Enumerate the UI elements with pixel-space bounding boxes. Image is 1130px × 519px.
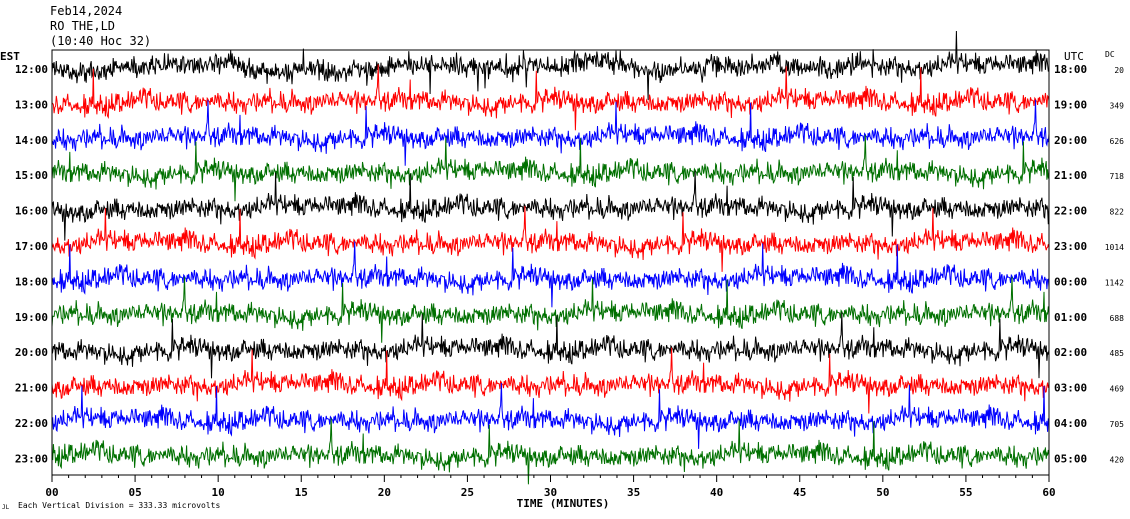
est-hour-label: 18:00 [15,275,48,288]
trace-row-1500 [51,135,1050,202]
trace-row-2200 [51,382,1050,449]
y-axis-label-utc: UTC [1064,50,1084,63]
trace-row-1900 [51,276,1050,343]
trace-row-2000 [51,312,1050,379]
est-hour-label: 17:00 [15,240,48,253]
x-tick-label: 20 [378,486,391,499]
x-axis-label: TIME (MINUTES) [517,497,610,510]
x-tick-label: 40 [710,486,723,499]
trace-row-2300 [51,418,1050,485]
x-tick-label: 55 [959,486,972,499]
x-tick-label: 45 [793,486,806,499]
dc-value-label: 688 [1110,314,1125,323]
dc-value-label: 1142 [1105,278,1124,287]
x-tick-label: 15 [295,486,308,499]
x-tick-label: 25 [461,486,474,499]
x-tick-label: 05 [128,486,141,499]
x-tick-label: 00 [45,486,58,499]
dc-value-label: 469 [1110,385,1125,394]
est-hour-label: 20:00 [15,346,48,359]
utc-hour-label: 20:00 [1054,134,1087,147]
utc-hour-label: 22:00 [1054,205,1087,218]
dc-value-label: 20 [1114,66,1124,75]
y-axis-label-est: EST [0,50,20,63]
x-tick-label: 50 [876,486,889,499]
dc-column-label: DC [1105,50,1115,59]
trace-row-2100 [51,347,1050,414]
corner-mark: JL [2,504,10,511]
utc-hour-label: 02:00 [1054,346,1087,359]
date-label: Feb14,2024 [50,4,123,18]
utc-hour-label: 05:00 [1054,452,1087,465]
utc-hour-label: 01:00 [1054,311,1087,324]
dc-value-label: 705 [1110,420,1125,429]
utc-hour-label: 21:00 [1054,169,1087,182]
est-hour-label: 15:00 [15,169,48,182]
est-hour-label: 23:00 [15,452,48,465]
row-labels: 12:00 18:00 20 13:00 19:00 349 14:00 20:00 626 15… [15,63,1124,465]
dc-value-label: 718 [1110,172,1125,181]
trace-row-1300 [51,64,1050,131]
utc-hour-label: 18:00 [1054,63,1087,76]
utc-hour-label: 23:00 [1054,240,1087,253]
trace-row-1800 [51,241,1050,308]
scale-note: (10:40 Hoc 32) [50,34,152,48]
vertical-division-note: Each Vertical Division = 333.33 microvol… [18,501,221,510]
seismic-traces [51,30,1050,485]
trace-row-1200 [51,30,1049,101]
utc-hour-label: 03:00 [1054,382,1087,395]
dc-value-label: 822 [1110,208,1125,217]
trace-row-1600 [51,170,1050,241]
dc-value-label: 626 [1110,137,1125,146]
utc-hour-label: 00:00 [1054,275,1087,288]
trace-row-1400 [51,99,1050,166]
x-tick-label: 60 [1042,486,1055,499]
est-hour-label: 22:00 [15,417,48,430]
x-tick-label: 10 [212,486,225,499]
x-tick-label: 30 [544,486,557,499]
x-axis-ticks: 00 05 10 15 20 25 30 35 40 45 50 55 60 [45,475,1056,499]
est-hour-label: 16:00 [15,205,48,218]
dc-value-label: 349 [1110,101,1125,110]
est-hour-label: 19:00 [15,311,48,324]
dc-value-label: 1014 [1105,243,1124,252]
est-hour-label: 21:00 [15,382,48,395]
plot-frame [51,49,1050,476]
utc-hour-label: 19:00 [1054,98,1087,111]
dc-value-label: 485 [1110,349,1125,358]
dc-value-label: 420 [1110,455,1125,464]
trace-row-1700 [51,205,1050,272]
est-hour-label: 13:00 [15,98,48,111]
est-hour-label: 14:00 [15,134,48,147]
est-hour-label: 12:00 [15,63,48,76]
utc-hour-label: 04:00 [1054,417,1087,430]
x-tick-label: 35 [627,486,640,499]
station-label: RO THE,LD [50,19,116,33]
